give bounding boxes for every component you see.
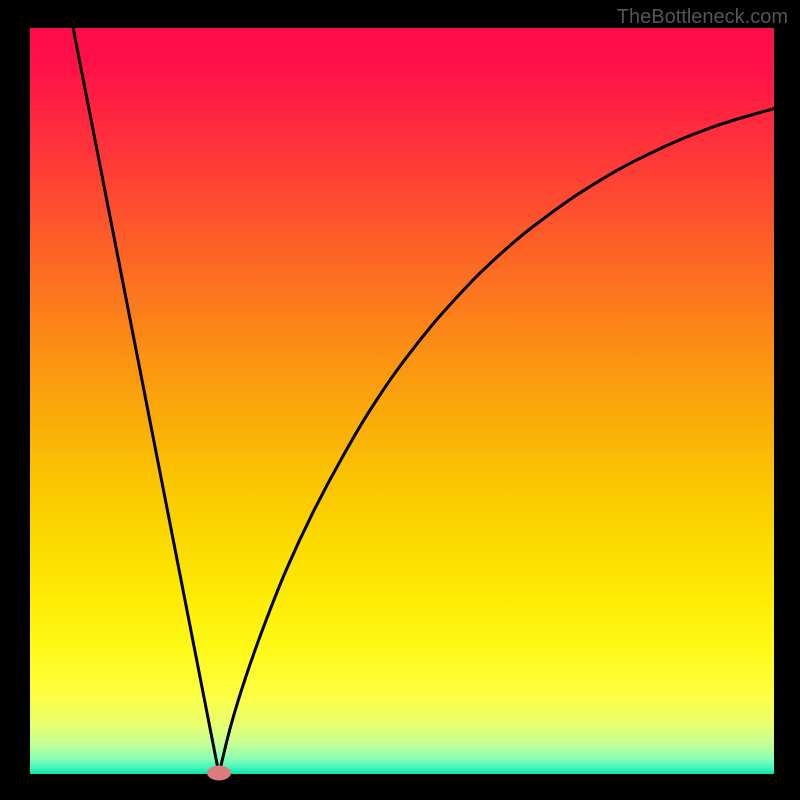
bottleneck-curve — [30, 28, 774, 774]
watermark-text: TheBottleneck.com — [617, 6, 788, 29]
minimum-marker — [207, 765, 231, 780]
plot-area — [30, 28, 774, 774]
